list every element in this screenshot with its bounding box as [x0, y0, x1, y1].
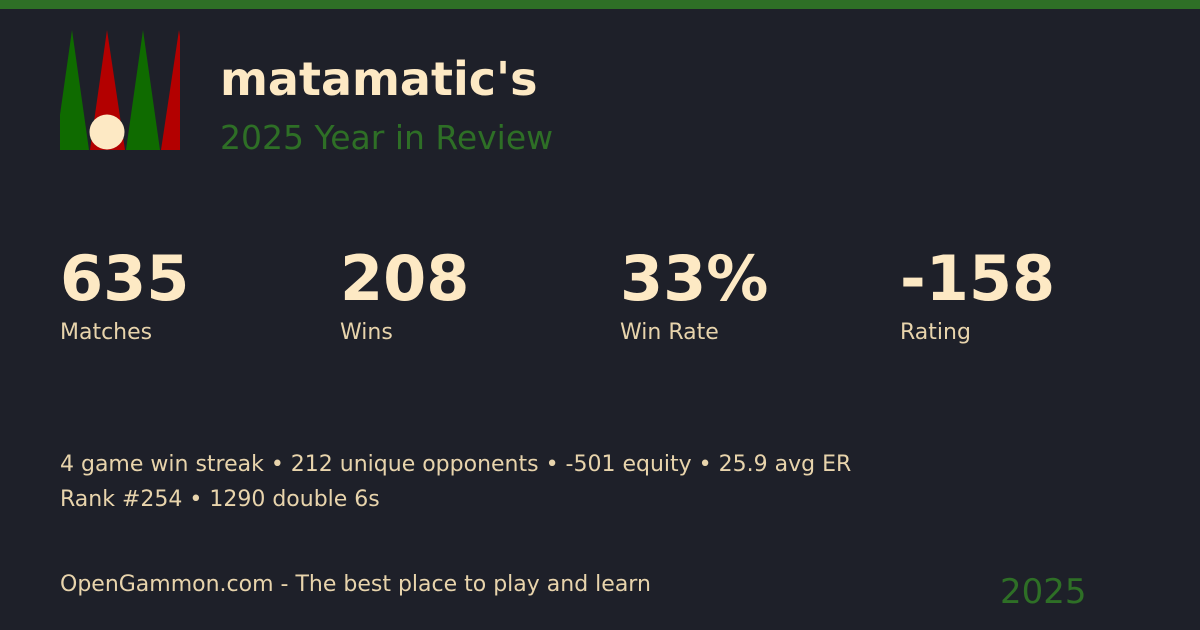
stat-value: -158: [900, 242, 1056, 315]
stat-label: Rating: [900, 320, 971, 345]
top-accent-bar: [0, 0, 1200, 9]
details-line-1: 4 game win streak • 212 unique opponents…: [60, 452, 852, 477]
stat-value: 208: [340, 242, 470, 315]
footer-tagline: OpenGammon.com - The best place to play …: [60, 572, 651, 597]
backgammon-logo-icon: [60, 30, 180, 150]
username-title: matamatic's: [220, 52, 538, 106]
stat-value: 635: [60, 242, 190, 315]
stat-label: Win Rate: [620, 320, 719, 345]
stat-wins: 208 Wins: [340, 242, 469, 345]
stat-matches: 635 Matches: [60, 242, 189, 345]
stat-win-rate: 33% Win Rate: [620, 242, 768, 345]
stat-label: Matches: [60, 320, 153, 345]
footer-year: 2025: [1000, 572, 1087, 612]
stat-rating: -158 Rating: [900, 242, 1055, 345]
details-line-2: Rank #254 • 1290 double 6s: [60, 487, 380, 512]
stat-label: Wins: [340, 320, 393, 345]
stat-value: 33%: [620, 242, 769, 315]
subtitle: 2025 Year in Review: [220, 118, 554, 157]
